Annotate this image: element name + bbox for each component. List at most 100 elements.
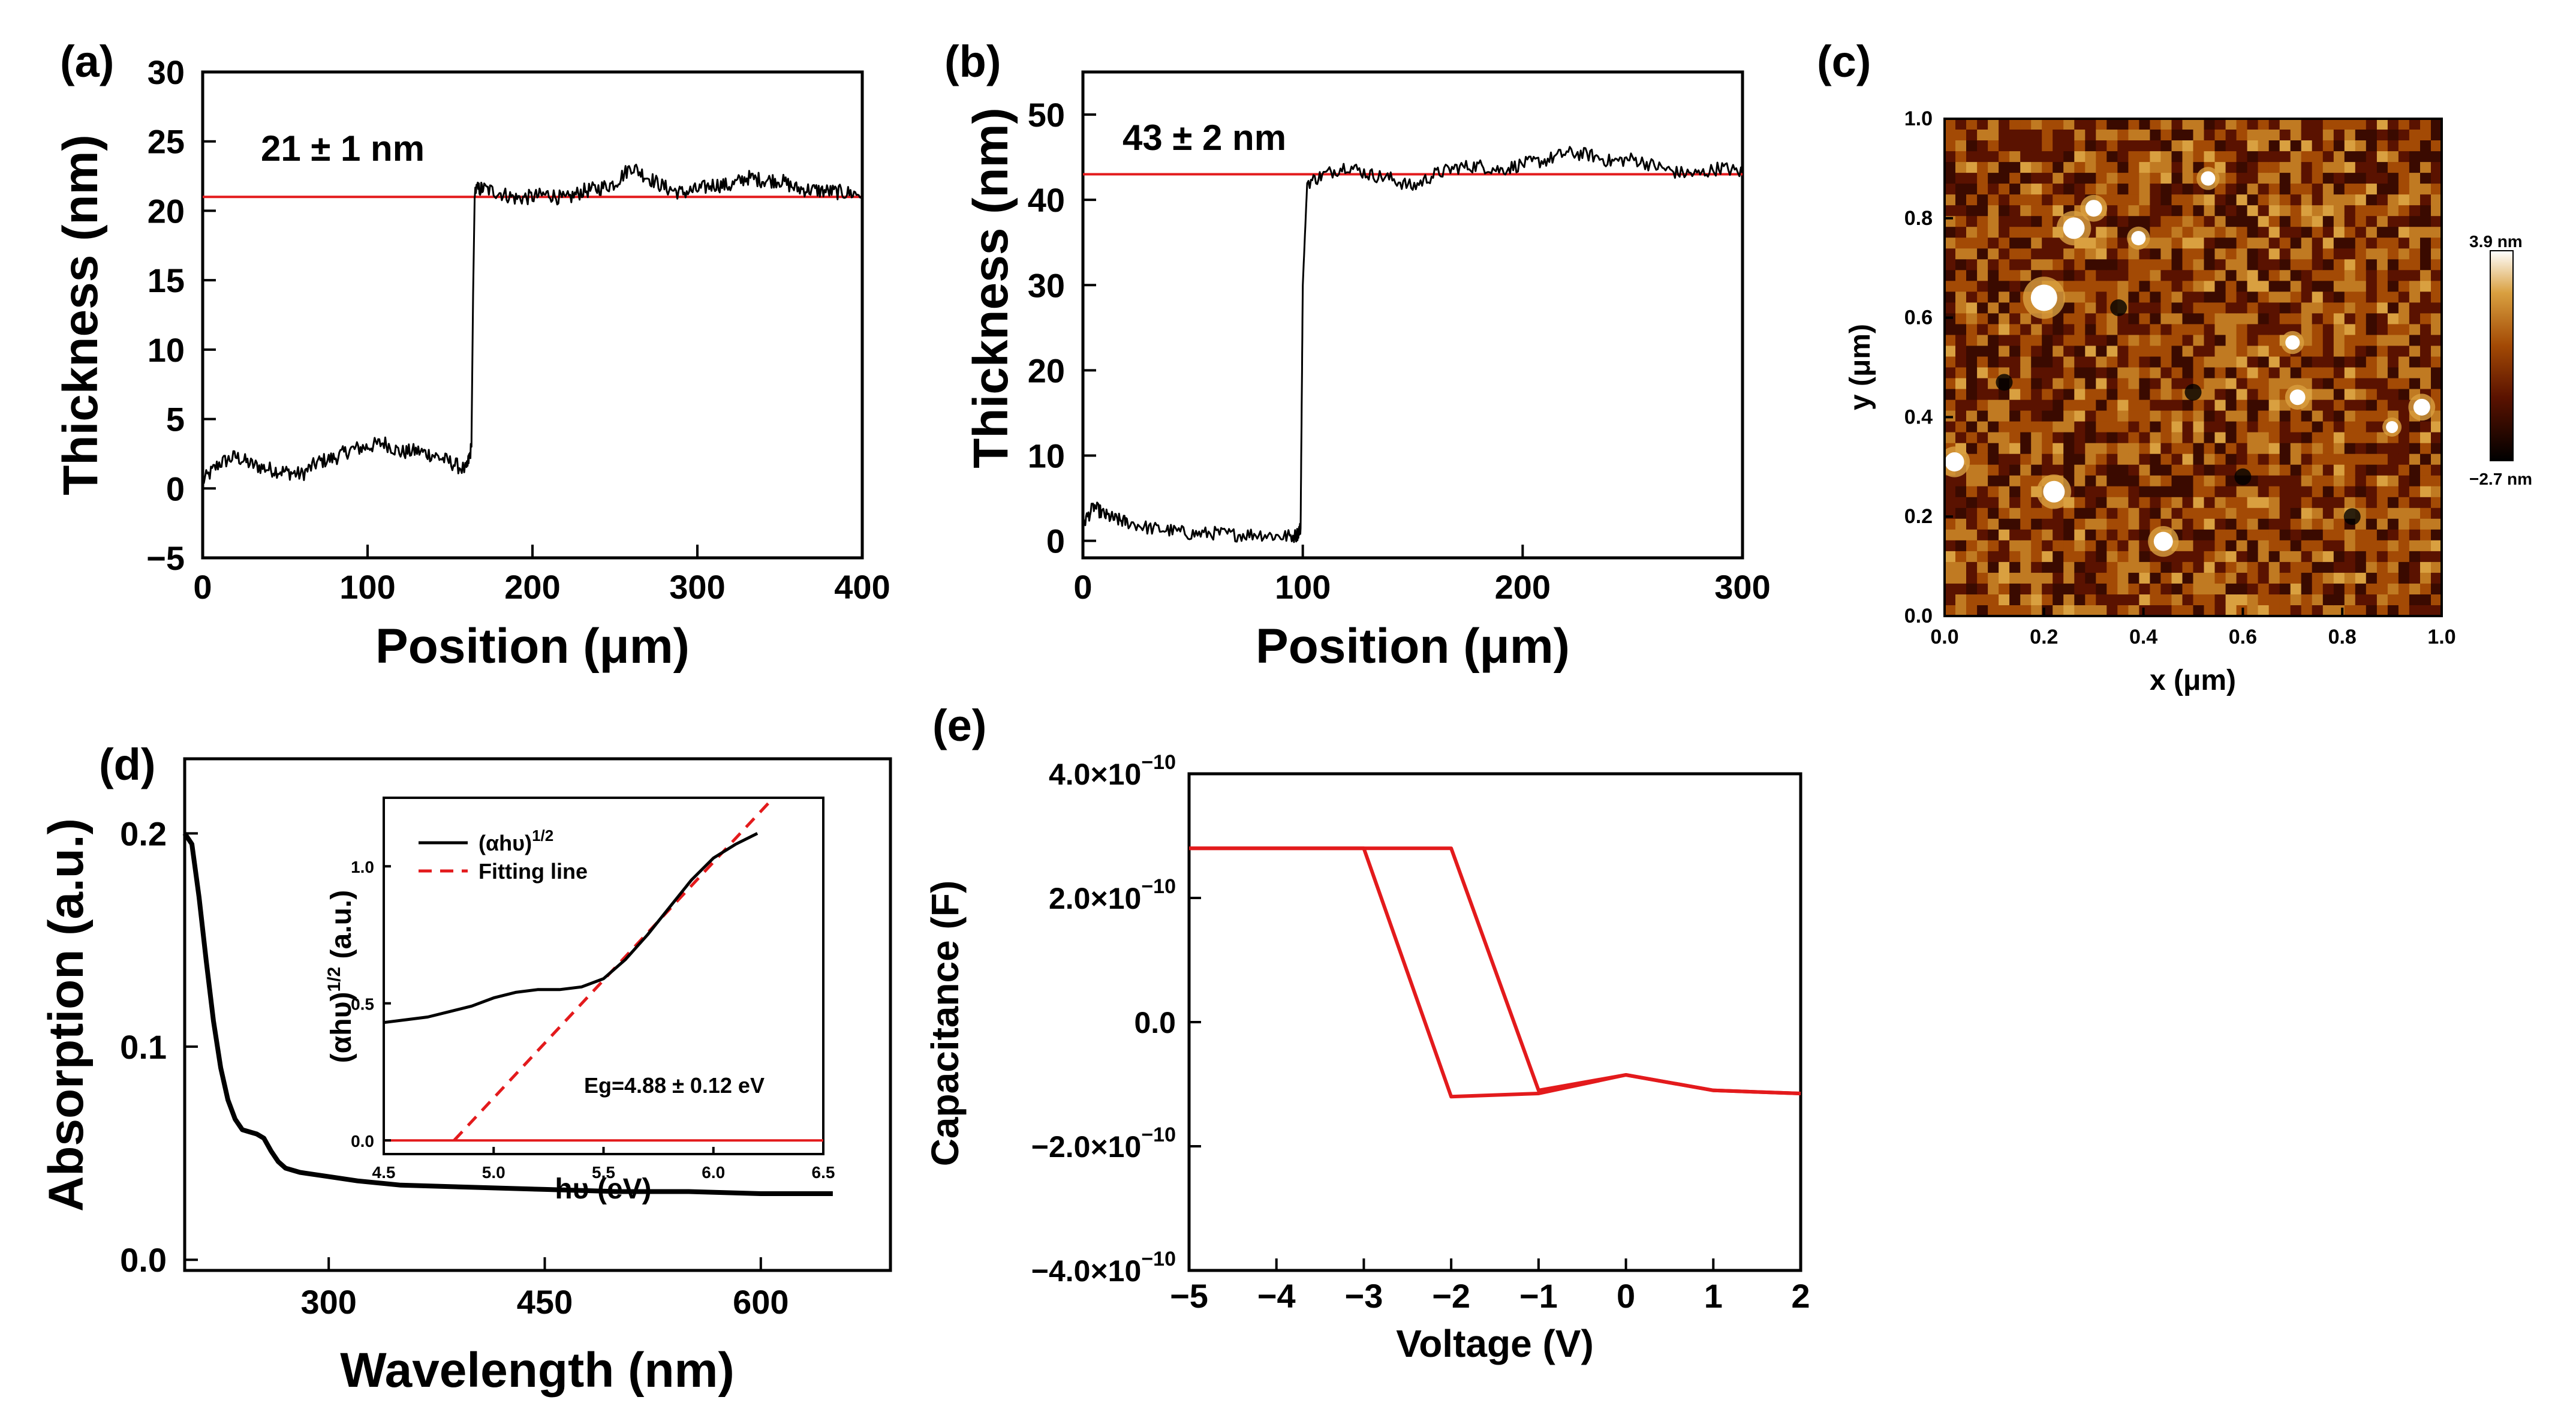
afm-pixel [2193,238,2205,249]
afm-pixel [1955,248,1967,260]
afm-pixel [2053,561,2064,573]
afm-pixel [2355,140,2367,152]
afm-pixel [2085,140,2096,152]
afm-pixel [2376,583,2388,595]
afm-pixel [2182,194,2194,206]
afm-pixel [2063,173,2075,184]
afm-pixel [1955,594,1967,606]
afm-pixel [2420,346,2431,357]
afm-pixel [2409,227,2421,238]
afm-pixel [1955,227,1967,238]
afm-pixel [2031,432,2042,444]
afm-pixel [2020,313,2032,325]
afm-pixel [2322,594,2334,606]
afm-pixel [1945,594,1956,606]
chart-e: −5 −4 −3 −2 −1 0 1 2 −4.0×10−10−2.0×10−100.02.0… [923,751,1810,1365]
afm-pixel [2139,540,2150,552]
afm-pixel [2258,453,2270,465]
afm-pixel [2387,453,2399,465]
afm-pixel [2398,313,2410,325]
afm-pixel [1999,410,2010,422]
afm-pixel [2171,475,2183,487]
afm-pixel [2085,421,2096,433]
afm-pixel [2312,443,2324,455]
afm-pixel [2182,518,2194,530]
afm-pixel [2225,346,2237,357]
afm-pixel [2258,475,2270,487]
afm-pixel [2160,184,2172,195]
capacitance-forward [1189,846,1801,1095]
afm-pixel [2139,173,2150,184]
afm-pixel [1966,507,1978,519]
afm-pixel [2160,205,2172,217]
afm-pixel [2096,572,2107,584]
afm-pixel [2236,335,2248,346]
afm-pixel [2128,270,2139,281]
afm-pixel [1988,151,1999,163]
x-tick-label: 0 [1617,1277,1635,1315]
y-axis-title: Capacitance (F) [923,881,967,1167]
y-tick-label: 10 [1028,437,1065,474]
afm-pixel [1999,140,2010,152]
afm-pixel [2333,583,2345,595]
afm-pixel [2312,302,2324,314]
afm-pixel [2431,194,2442,206]
x-ticks: 0 100 200 300 [1073,545,1771,606]
afm-pixel [2096,540,2107,552]
afm-pixel [2193,583,2205,595]
afm-pixel [2225,248,2237,260]
afm-pixel [2344,443,2356,455]
afm-pixel [2236,302,2248,314]
afm-pixel [2204,313,2216,325]
afm-pixel [2398,281,2410,292]
afm-pixel [2193,464,2205,476]
afm-pixel [2247,356,2259,368]
colorbar-min-label: −2.7 nm [2469,470,2532,488]
afm-pixel [2074,453,2086,465]
afm-pixel [2398,518,2410,530]
afm-pixel [2031,346,2042,357]
afm-pixel [2247,367,2259,379]
afm-pixel [2387,302,2399,314]
afm-pixel [2193,594,2205,606]
afm-pixel [2204,248,2216,260]
afm-pixel [2204,443,2216,455]
afm-pixel [2204,399,2216,411]
afm-pixel [1955,259,1967,271]
afm-pixel [2225,453,2237,465]
afm-pixel [2387,194,2399,206]
afm-pixel [2074,184,2086,195]
afm-pixel [2009,453,2021,465]
afm-pixel [2204,507,2216,519]
afm-pixel [2150,507,2161,519]
afm-pixel [2009,443,2021,455]
afm-pixel [2322,259,2334,271]
afm-pixel [2247,507,2259,519]
afm-pixel [2322,270,2334,281]
y-tick-label: 1.0 [351,858,374,876]
afm-pixel [2214,205,2226,217]
plot-area [201,164,863,484]
afm-pixel [1977,194,1988,206]
afm-pixel [1955,399,1967,411]
afm-pixel [1945,302,1956,314]
afm-pixel [2355,173,2367,184]
afm-pixel [1988,583,1999,595]
afm-pixel [2344,130,2356,141]
afm-pixel [2344,259,2356,271]
afm-pixel [2355,130,2367,141]
afm-pixel [2376,551,2388,563]
afm-pixel [2312,173,2324,184]
afm-pixel [2398,561,2410,573]
afm-pixel [1945,194,1956,206]
afm-pixel [2085,119,2096,130]
y-axis-title: Thickness (nm) [964,107,1018,468]
afm-pixel [2409,205,2421,217]
afm-pixel [2268,594,2280,606]
afm-pixel [2214,453,2226,465]
afm-pixel [2333,140,2345,152]
afm-pixel [2020,594,2032,606]
afm-pixel [2182,119,2194,130]
afm-pixel [2333,497,2345,509]
afm-pixel [2344,378,2356,390]
